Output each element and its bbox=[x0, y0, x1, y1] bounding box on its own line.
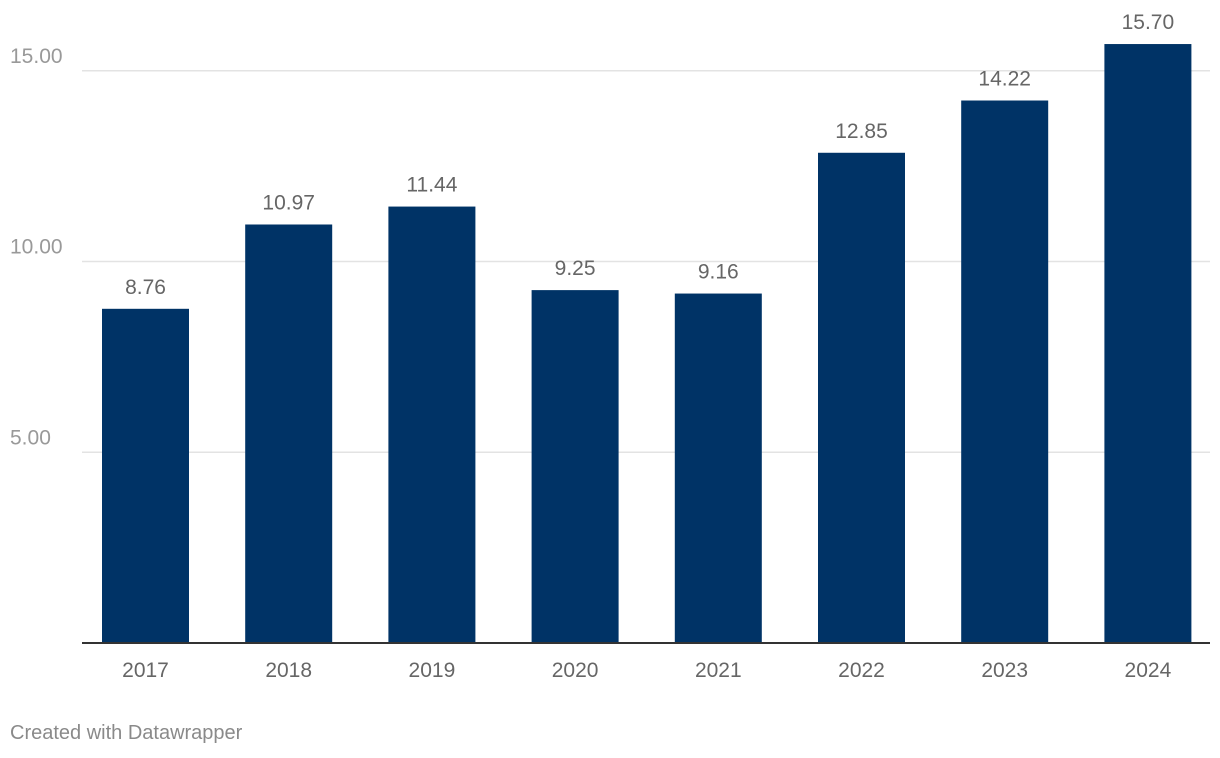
x-tick-label: 2020 bbox=[552, 659, 599, 682]
bar-2017 bbox=[102, 308, 189, 643]
y-tick-label: 5.00 bbox=[10, 426, 51, 449]
bar-2018 bbox=[245, 224, 333, 643]
data-label: 14.22 bbox=[978, 68, 1031, 91]
bar-2019 bbox=[388, 206, 476, 643]
x-tick-label: 2017 bbox=[122, 659, 169, 682]
data-label: 12.85 bbox=[835, 120, 888, 143]
x-tick-label: 2024 bbox=[1125, 659, 1172, 682]
x-tick-label: 2022 bbox=[838, 659, 885, 682]
data-label: 9.16 bbox=[698, 261, 739, 284]
data-label: 15.70 bbox=[1122, 11, 1175, 34]
bar-2020 bbox=[531, 290, 619, 643]
x-tick-label: 2018 bbox=[265, 659, 312, 682]
bar-2024 bbox=[1104, 44, 1192, 644]
bar-2022 bbox=[818, 152, 905, 643]
data-label: 9.25 bbox=[555, 257, 596, 280]
y-tick-label: 15.00 bbox=[10, 45, 63, 68]
x-tick-label: 2019 bbox=[409, 659, 456, 682]
x-tick-label: 2021 bbox=[695, 659, 742, 682]
data-label: 11.44 bbox=[406, 174, 457, 197]
footer-credit: Created with Datawrapper bbox=[10, 722, 243, 744]
x-tick-label: 2023 bbox=[981, 659, 1028, 682]
bar-2023 bbox=[961, 100, 1049, 643]
data-label: 10.97 bbox=[262, 191, 315, 214]
bar-2021 bbox=[674, 293, 762, 643]
data-label: 8.76 bbox=[125, 276, 166, 299]
y-tick-label: 10.00 bbox=[10, 236, 63, 259]
